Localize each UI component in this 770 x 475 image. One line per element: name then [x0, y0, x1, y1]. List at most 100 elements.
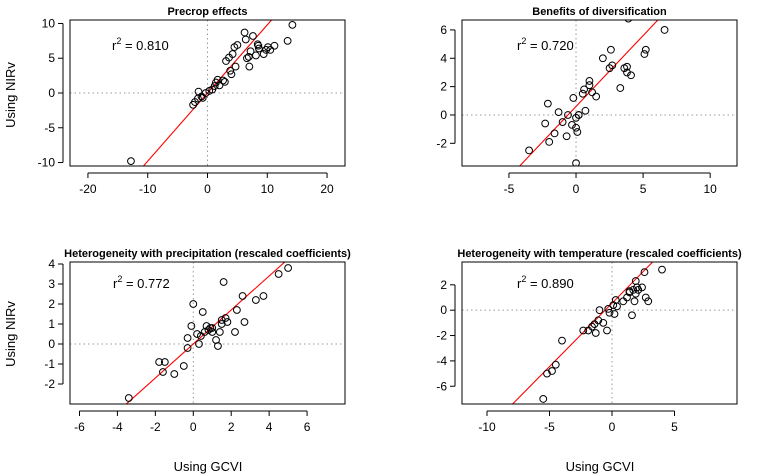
- data-point: [625, 288, 634, 297]
- data-point: [541, 119, 550, 128]
- data-point: [183, 344, 192, 352]
- plot-frame: [461, 261, 738, 405]
- data-point: [155, 358, 164, 366]
- data-point: [640, 50, 649, 58]
- data-point: [585, 81, 594, 90]
- x-tick-label: -5: [544, 420, 555, 434]
- data-point: [545, 138, 554, 146]
- y-tick-label: 0: [48, 86, 55, 100]
- data-point: [598, 54, 607, 63]
- data-point: [274, 270, 283, 278]
- data-point: [574, 111, 583, 119]
- r2-label: r2 = 0.810: [112, 36, 169, 53]
- y-tick-label: -2: [436, 136, 447, 150]
- data-point: [595, 306, 604, 315]
- data-point: [610, 310, 619, 318]
- y-tick-label: 0: [440, 303, 447, 317]
- data-point: [623, 68, 631, 77]
- data-point: [558, 336, 566, 345]
- data-point: [219, 278, 228, 286]
- r2-label: r2 = 0.720: [517, 36, 574, 53]
- x-tick-label: 4: [266, 420, 273, 434]
- data-point: [238, 292, 247, 300]
- x-tick-label: -6: [74, 420, 85, 434]
- y-tick-label: -5: [44, 121, 55, 135]
- plot-frame: [461, 19, 738, 167]
- data-point: [215, 328, 224, 336]
- data-point: [288, 20, 297, 29]
- data-point: [554, 108, 563, 117]
- data-point: [208, 328, 217, 336]
- data-point: [217, 320, 226, 328]
- y-tick-label: -10: [38, 156, 56, 170]
- data-point: [599, 318, 608, 327]
- data-point: [623, 62, 631, 71]
- data-point: [187, 322, 196, 330]
- data-point: [573, 128, 582, 136]
- data-point: [591, 329, 600, 337]
- ylabel-bottom: Using NIRv: [3, 301, 18, 367]
- data-point: [558, 118, 567, 126]
- x-tick-label: -20: [79, 182, 97, 196]
- data-point: [283, 36, 292, 45]
- y-tick-label: -2: [44, 377, 55, 391]
- data-point: [607, 45, 615, 54]
- data-point: [217, 316, 226, 324]
- data-point: [233, 41, 242, 49]
- data-point: [543, 99, 552, 108]
- data-point: [631, 277, 640, 285]
- fit-line: [511, 262, 654, 404]
- data-point: [160, 358, 169, 366]
- data-point: [580, 85, 588, 94]
- data-point: [259, 50, 268, 58]
- y-tick-label: 6: [440, 23, 447, 37]
- r2-label: r2 = 0.772: [113, 274, 170, 291]
- data-point: [221, 314, 230, 322]
- x-tick-label: 2: [228, 420, 235, 434]
- data-point: [588, 322, 596, 331]
- x-tick-label: 10: [703, 182, 717, 196]
- data-point: [640, 268, 649, 277]
- ylabel-top: Using NIRv: [3, 62, 18, 128]
- data-point: [572, 123, 580, 132]
- data-point: [543, 369, 551, 378]
- data-point: [581, 106, 590, 115]
- data-point: [228, 50, 237, 58]
- data-point: [605, 308, 614, 317]
- panel-1: Precrop effects -20 -10 0 10 20 -10 -5 0 5 10 r2 = …: [38, 6, 346, 196]
- data-point: [246, 47, 255, 56]
- x-tick-label: 0: [190, 420, 197, 434]
- data-point: [193, 330, 201, 338]
- fit-line: [142, 20, 273, 166]
- data-point: [562, 132, 571, 141]
- data-point: [189, 300, 198, 308]
- data-point: [231, 62, 240, 71]
- data-point: [170, 370, 179, 378]
- data-point: [266, 45, 275, 54]
- data-point: [220, 77, 229, 86]
- data-point: [548, 367, 556, 375]
- x-tick-label: -10: [478, 420, 496, 434]
- data-point: [585, 77, 594, 85]
- plot-frame: [69, 19, 346, 167]
- data-point: [609, 301, 618, 310]
- x-tick-label: 5: [640, 182, 647, 196]
- data-point: [660, 26, 669, 34]
- data-point: [210, 82, 219, 90]
- y-tick-label: 0: [48, 337, 55, 351]
- data-point: [195, 340, 203, 348]
- data-point: [252, 51, 260, 60]
- x-tick-label: -2: [150, 420, 161, 434]
- y-tick-label: 2: [440, 80, 447, 94]
- xlabel-right: Using GCVI: [566, 459, 635, 474]
- data-point: [270, 41, 279, 50]
- y-tick-label: 3: [48, 277, 55, 291]
- x-tick-label: 0: [573, 182, 580, 196]
- data-point: [204, 326, 213, 334]
- y-tick-label: -1: [44, 357, 55, 371]
- data-point: [613, 302, 621, 311]
- data-point: [245, 62, 254, 71]
- data-point: [588, 88, 597, 97]
- y-tick-label: 0: [440, 108, 447, 122]
